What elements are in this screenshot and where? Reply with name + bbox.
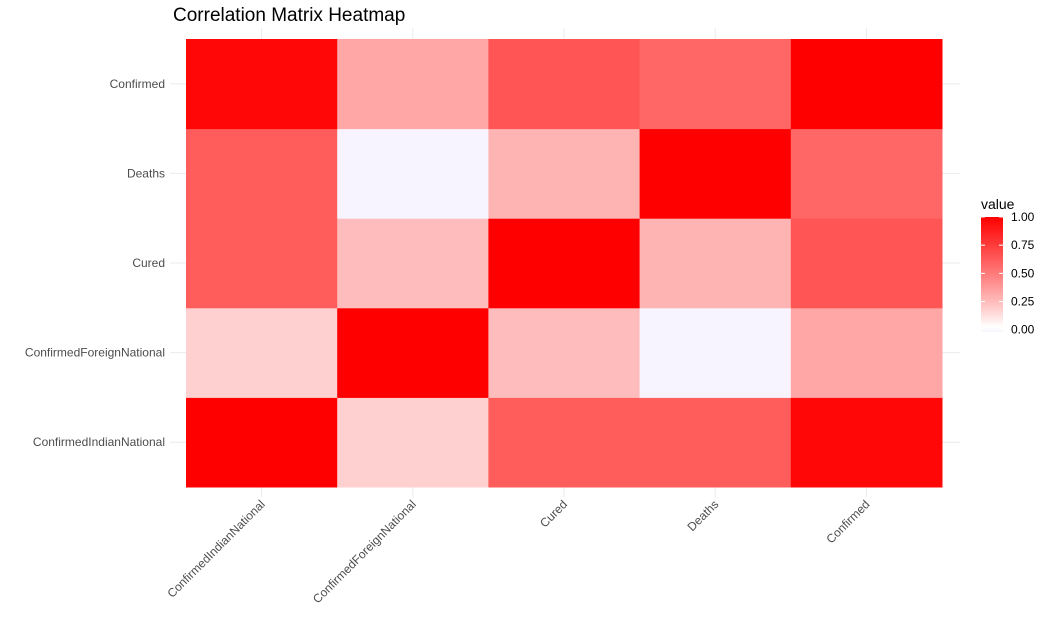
x-axis-tick-labels: ConfirmedIndianNational ConfirmedForeignN… [164,497,872,606]
y-tick-label: ConfirmedForeignNational [25,346,165,360]
heatmap-cell [337,128,489,219]
heatmap-cell [488,128,641,219]
heatmap-cell [790,39,943,130]
y-tick-label: Cured [132,256,165,270]
x-tick-label: ConfirmedIndianNational [164,497,267,600]
heatmap-cell [790,218,943,309]
color-legend: value 1.00 0.75 0.50 0.25 0.00 [981,196,1035,337]
heatmap-cell [186,128,338,219]
heatmap-cell [186,218,338,309]
heatmap-cell [639,128,792,219]
x-tick-label: ConfirmedForeignNational [310,497,419,606]
heatmap-cell [790,128,943,219]
legend-tick-label: 0.75 [1011,238,1035,252]
heatmap-cell [790,397,943,488]
heatmap-cell [488,39,641,130]
heatmap-cell [337,397,489,488]
heatmap-cell [488,218,641,309]
heatmap-cell [337,218,489,309]
chart-title: Correlation Matrix Heatmap [173,5,405,26]
legend-colorbar [981,217,1003,332]
heatmap-cells [186,39,943,488]
y-tick-label: Deaths [127,166,165,180]
y-tick-label: ConfirmedIndianNational [33,435,165,449]
y-tick-label: Confirmed [110,77,165,91]
heatmap-cell [790,307,943,398]
heatmap-cell [488,397,641,488]
heatmap-cell [337,39,489,130]
heatmap-cell [639,307,792,398]
legend-tick-label: 0.00 [1011,323,1035,337]
heatmap-cell [639,39,792,130]
heatmap-cell [186,307,338,398]
heatmap-cell [337,307,489,398]
legend-tick-label: 0.50 [1011,266,1035,280]
heatmap-cell [186,397,338,488]
legend-tick-label: 0.25 [1011,295,1035,309]
y-axis-tick-labels: ConfirmedIndianNational ConfirmedForeignN… [25,77,165,449]
heatmap-cell [639,397,792,488]
legend-title: value [981,196,1015,212]
legend-tick-label: 1.00 [1011,210,1035,224]
heatmap-cell [639,218,792,309]
heatmap-cell [488,307,641,398]
x-tick-label: Cured [537,497,570,530]
x-tick-label: Deaths [685,497,722,534]
x-tick-label: Confirmed [823,497,872,546]
heatmap-cell [186,39,338,130]
